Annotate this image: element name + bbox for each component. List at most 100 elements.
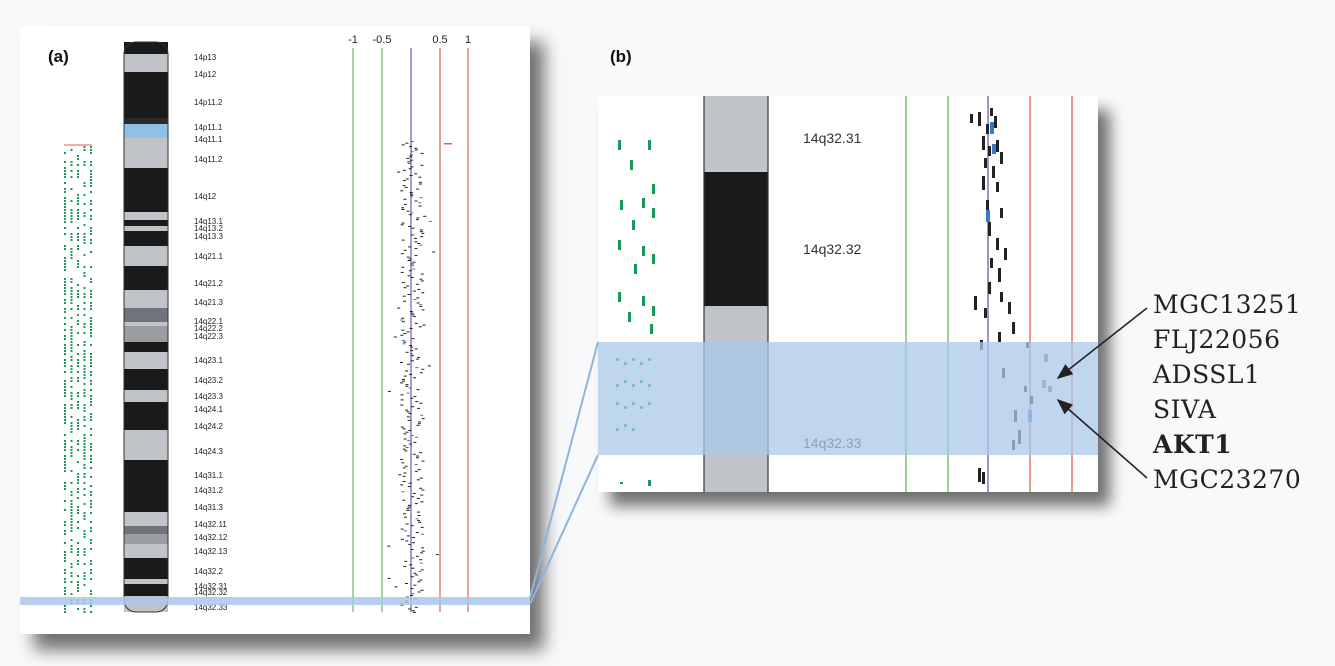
data-point	[402, 380, 405, 382]
probe-marker	[77, 233, 79, 235]
data-point	[418, 176, 422, 178]
probe-marker	[90, 401, 92, 403]
data-point	[418, 521, 422, 523]
ideogram-band	[124, 558, 168, 579]
data-point	[405, 583, 408, 584]
probe-marker	[70, 500, 73, 502]
ideogram-band	[124, 226, 168, 231]
probe-marker	[64, 608, 66, 610]
probe-marker	[70, 425, 73, 427]
data-point	[414, 149, 418, 151]
probe-marker	[90, 503, 92, 505]
probe-marker	[64, 434, 66, 436]
data-point	[996, 140, 999, 152]
data-point	[412, 290, 416, 292]
data-point	[411, 265, 415, 267]
data-point	[400, 334, 404, 336]
data-point	[417, 407, 420, 409]
gene-label-adssl1: ADSSL1	[1153, 360, 1261, 389]
probe-marker	[83, 416, 86, 418]
probe-marker	[83, 182, 86, 184]
probe-marker	[90, 344, 92, 346]
probe-marker	[83, 404, 86, 406]
data-point	[413, 584, 417, 586]
probe-marker	[77, 380, 79, 382]
data-point	[414, 348, 418, 350]
probe-marker	[90, 419, 92, 421]
probe-marker	[77, 308, 79, 310]
ideogram-band	[124, 154, 168, 168]
data-point	[408, 387, 412, 389]
data-point	[419, 304, 422, 306]
data-point	[407, 440, 411, 442]
probe-marker	[83, 272, 86, 274]
data-point	[420, 236, 424, 238]
data-point	[410, 263, 414, 265]
probe-marker	[90, 593, 92, 595]
data-point	[410, 166, 414, 168]
probe-marker	[83, 275, 86, 277]
probe-marker	[70, 308, 73, 310]
data-point	[420, 152, 424, 154]
data-point	[401, 282, 405, 284]
data-point	[1008, 302, 1011, 314]
band-label: 14q23.1	[194, 356, 223, 365]
probe-marker	[77, 200, 79, 202]
probe-marker	[77, 506, 79, 508]
probe-marker	[83, 377, 86, 379]
probe-marker	[83, 584, 86, 586]
probe-marker	[70, 200, 73, 202]
band-label: 14p11.2	[194, 98, 223, 107]
probe-marker	[64, 371, 66, 373]
band-label: 14q24.1	[194, 405, 223, 414]
probe-marker	[77, 599, 79, 601]
probe-marker	[77, 353, 79, 355]
data-point	[402, 379, 405, 380]
probe-marker	[70, 368, 73, 370]
data-point	[414, 248, 418, 250]
data-point	[421, 309, 425, 311]
probe-marker	[90, 302, 92, 304]
data-point	[414, 254, 418, 256]
probe-marker	[70, 521, 73, 523]
probe-marker	[70, 602, 73, 604]
probe-marker	[90, 281, 92, 283]
probe-marker	[90, 512, 92, 514]
data-point	[410, 141, 414, 142]
data-point	[419, 477, 423, 479]
probe-marker	[64, 293, 66, 295]
probe-marker	[90, 476, 92, 478]
data-point	[407, 163, 411, 165]
probe-marker	[83, 488, 86, 490]
probe-marker	[90, 455, 92, 457]
data-point	[984, 308, 987, 318]
probe-marker	[64, 542, 66, 544]
probe-marker	[64, 248, 66, 250]
band-label: 14q32.2	[194, 567, 223, 576]
probe-marker	[90, 506, 92, 508]
data-point	[414, 200, 418, 202]
probe-marker	[70, 392, 73, 394]
probe-marker	[70, 188, 73, 190]
probe-marker	[70, 545, 73, 547]
data-point	[405, 447, 409, 448]
probe-marker	[652, 208, 655, 218]
data-point	[405, 523, 409, 525]
probe-marker	[64, 611, 66, 613]
data-point	[403, 445, 407, 447]
probe-marker	[83, 425, 86, 427]
data-point	[402, 295, 406, 297]
data-point	[410, 212, 414, 214]
data-point	[419, 402, 423, 404]
probe-marker	[90, 530, 92, 532]
data-point	[400, 528, 404, 530]
probe-marker	[64, 200, 66, 202]
data-point	[417, 520, 421, 522]
panel-b-label: (b)	[610, 47, 632, 66]
probe-marker	[77, 197, 79, 199]
data-point	[403, 249, 407, 251]
data-point	[413, 396, 417, 397]
data-point	[408, 214, 412, 216]
probe-marker	[64, 260, 66, 262]
band-label: 14q32.32	[803, 241, 862, 257]
